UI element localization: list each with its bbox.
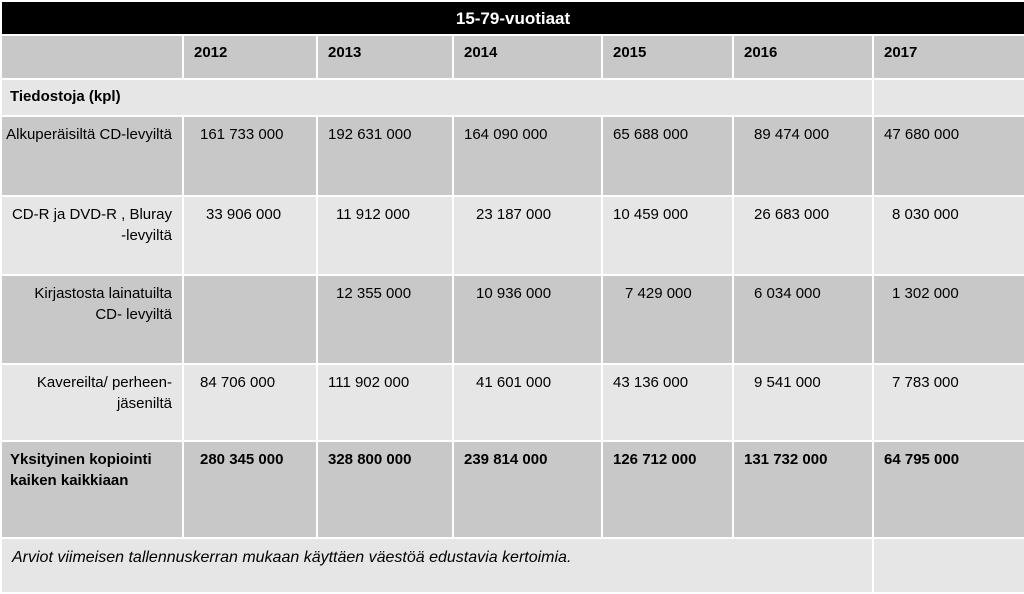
- row-label: Kirjastosta lainatuilta CD- levyiltä: [0, 274, 184, 365]
- footnote-empty-cell: [871, 537, 1024, 594]
- table-cell: 161 733 000: [182, 115, 318, 197]
- table-cell: 84 706 000: [182, 363, 318, 442]
- table-cell: 89 474 000: [732, 115, 874, 197]
- table-cell: 126 712 000: [601, 440, 734, 539]
- section-label: Tiedostoja (kpl): [0, 78, 874, 117]
- table-cell: 164 090 000: [452, 115, 603, 197]
- year-header: 2012: [182, 34, 318, 80]
- table-row: Kavereilta/ perheen-jäseniltä 84 706 000…: [0, 363, 1024, 442]
- table-cell: 111 902 000: [316, 363, 454, 442]
- table-cell: 41 601 000: [452, 363, 603, 442]
- table-cell: 1 302 000: [871, 274, 1024, 365]
- table-cell: 9 541 000: [732, 363, 874, 442]
- row-label: Kavereilta/ perheen-jäseniltä: [0, 363, 184, 442]
- section-row: Tiedostoja (kpl): [0, 78, 1024, 117]
- row-label: Alkuperäisiltä CD-levyiltä: [0, 115, 184, 197]
- year-header: 2016: [732, 34, 874, 80]
- year-header: 2015: [601, 34, 734, 80]
- table-cell: 10 459 000: [601, 195, 734, 276]
- year-header: 2013: [316, 34, 454, 80]
- table-cell: 7 783 000: [871, 363, 1024, 442]
- table-title: 15-79-vuotiaat: [0, 0, 1024, 36]
- header-row: 2012 2013 2014 2015 2016 2017: [0, 34, 1024, 80]
- table-cell: 8 030 000: [871, 195, 1024, 276]
- table-cell: 65 688 000: [601, 115, 734, 197]
- table-row: Yksityinen kopiointi kaiken kaikkiaan 28…: [0, 440, 1024, 539]
- table-cell: 47 680 000: [871, 115, 1024, 197]
- table-row: Kirjastosta lainatuilta CD- levyiltä 12 …: [0, 274, 1024, 365]
- table-cell: 11 912 000: [316, 195, 454, 276]
- row-label: CD-R ja DVD-R , Bluray -levyiltä: [0, 195, 184, 276]
- section-empty-cell: [871, 78, 1024, 117]
- table-cell: 131 732 000: [732, 440, 874, 539]
- total-label: Yksityinen kopiointi kaiken kaikkiaan: [0, 440, 184, 539]
- table-cell: [182, 274, 318, 365]
- year-header: 2014: [452, 34, 603, 80]
- table-cell: 6 034 000: [732, 274, 874, 365]
- table-cell: 192 631 000: [316, 115, 454, 197]
- table-cell: 33 906 000: [182, 195, 318, 276]
- table-cell: 280 345 000: [182, 440, 318, 539]
- header-empty-cell: [0, 34, 184, 80]
- table-row: Alkuperäisiltä CD-levyiltä 161 733 000 1…: [0, 115, 1024, 197]
- footnote: Arviot viimeisen tallennuskerran mukaan …: [0, 537, 874, 594]
- table-cell: 43 136 000: [601, 363, 734, 442]
- table-cell: 10 936 000: [452, 274, 603, 365]
- table-cell: 23 187 000: [452, 195, 603, 276]
- table-cell: 64 795 000: [871, 440, 1024, 539]
- footnote-row: Arviot viimeisen tallennuskerran mukaan …: [0, 537, 1024, 594]
- year-header: 2017: [871, 34, 1024, 80]
- table-cell: 328 800 000: [316, 440, 454, 539]
- table-row: CD-R ja DVD-R , Bluray -levyiltä 33 906 …: [0, 195, 1024, 276]
- table-cell: 12 355 000: [316, 274, 454, 365]
- table-cell: 7 429 000: [601, 274, 734, 365]
- table-cell: 239 814 000: [452, 440, 603, 539]
- title-row: 15-79-vuotiaat: [0, 0, 1024, 36]
- table-cell: 26 683 000: [732, 195, 874, 276]
